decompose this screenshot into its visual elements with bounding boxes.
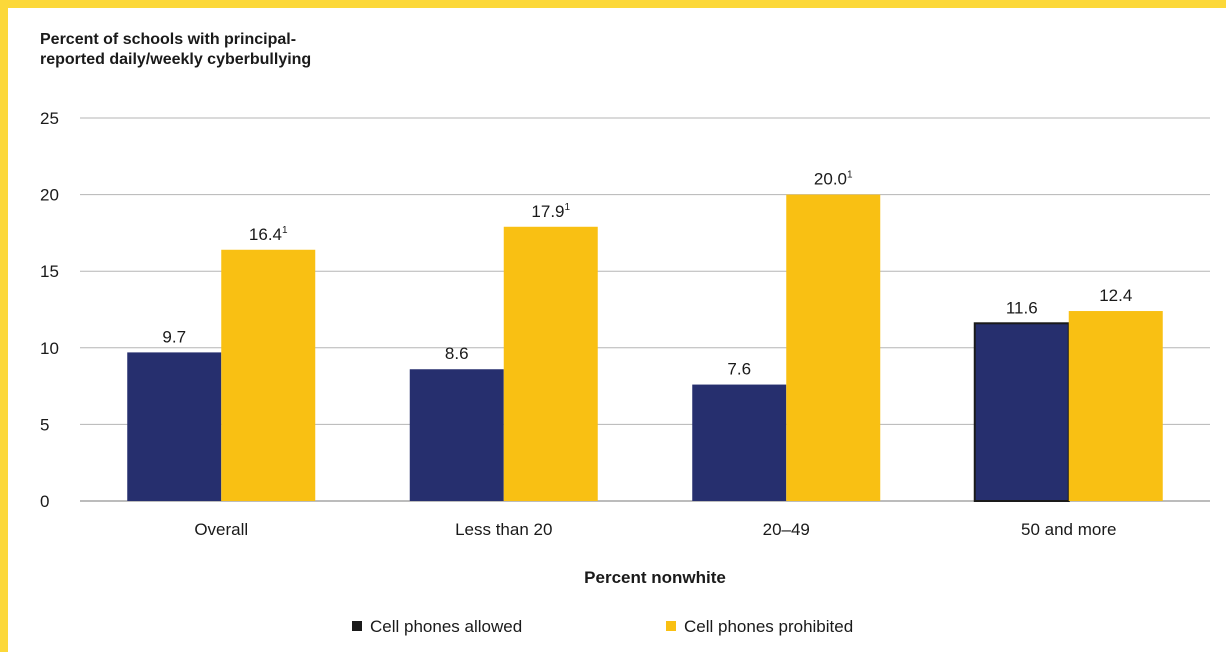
y-axis-title-line-1: Percent of schools with principal- xyxy=(40,31,297,48)
data-label: 20.01 xyxy=(814,170,853,189)
data-label: 8.6 xyxy=(445,344,469,363)
bar xyxy=(973,322,1070,502)
y-axis-title: Percent of schools with principal- repor… xyxy=(40,30,460,70)
y-tick-label: 0 xyxy=(40,492,49,511)
x-tick-label: 50 and more xyxy=(1021,520,1116,539)
data-label: 17.91 xyxy=(531,202,570,221)
y-tick-label: 20 xyxy=(40,186,59,205)
bar xyxy=(692,384,787,501)
legend-swatch xyxy=(352,621,362,631)
bar xyxy=(127,352,222,501)
bar xyxy=(221,249,316,501)
data-label: 9.7 xyxy=(162,327,186,346)
bar xyxy=(786,194,881,501)
y-tick-label: 10 xyxy=(40,339,59,358)
y-tick-label: 15 xyxy=(40,262,59,281)
x-tick-label: Overall xyxy=(194,520,248,539)
y-axis-title-line-2: reported daily/weekly cyberbullying xyxy=(40,51,312,68)
bar xyxy=(503,226,598,501)
data-label: 12.4 xyxy=(1099,286,1132,305)
data-label: 11.6 xyxy=(1006,298,1038,317)
legend-swatch xyxy=(666,621,676,631)
y-tick-label: 25 xyxy=(40,109,59,128)
data-label: 7.6 xyxy=(727,360,751,379)
y-tick-label: 5 xyxy=(40,415,49,434)
x-axis-title: Percent nonwhite xyxy=(584,568,726,587)
data-label: 16.41 xyxy=(249,225,288,244)
x-tick-label: Less than 20 xyxy=(455,520,552,539)
legend-label: Cell phones prohibited xyxy=(684,617,853,636)
x-tick-label: 20–49 xyxy=(763,520,810,539)
bar xyxy=(409,369,504,501)
bar xyxy=(1068,311,1163,501)
legend-label: Cell phones allowed xyxy=(370,617,522,636)
